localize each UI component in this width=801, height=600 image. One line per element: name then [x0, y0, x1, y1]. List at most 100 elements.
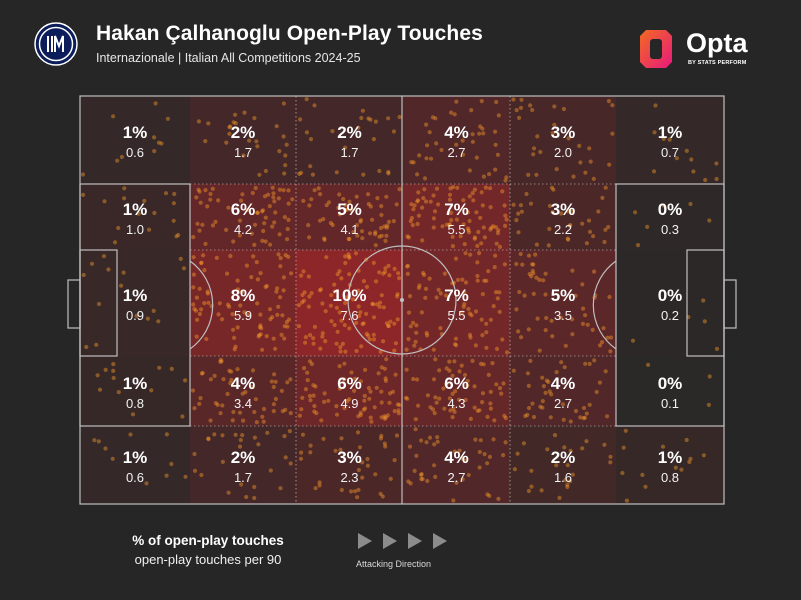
- touch-dot: [573, 293, 578, 298]
- touch-dot: [419, 310, 424, 315]
- touch-dot: [232, 335, 237, 340]
- touch-dot: [607, 294, 612, 300]
- legend: % of open-play touches open-play touches…: [118, 533, 298, 567]
- touch-dot: [661, 203, 666, 208]
- touch-dot: [224, 140, 229, 145]
- touch-dot: [714, 346, 720, 351]
- touch-dot: [200, 370, 205, 376]
- touch-dot: [581, 306, 586, 311]
- touch-dot: [364, 331, 369, 336]
- touch-dot: [373, 230, 378, 235]
- touch-dot: [134, 313, 139, 318]
- touch-dot: [515, 451, 520, 456]
- touch-dot: [587, 402, 592, 407]
- touch-dot: [482, 235, 487, 240]
- touch-dot: [433, 357, 438, 362]
- touch-dot: [343, 254, 348, 259]
- touch-dot: [252, 242, 257, 247]
- touch-dot: [393, 341, 398, 346]
- touch-dot: [516, 329, 521, 334]
- touch-dot: [347, 199, 352, 204]
- cell-pct-label: 1%: [123, 200, 148, 219]
- touch-dot: [480, 400, 485, 405]
- touch-dot: [674, 156, 680, 161]
- cell-p90-label: 2.2: [554, 222, 572, 237]
- touch-dot: [224, 227, 229, 232]
- touch-dot: [281, 134, 286, 139]
- touch-dot: [384, 321, 389, 326]
- touch-dot: [379, 233, 384, 238]
- touch-dot: [275, 286, 280, 291]
- heatmap-cell: [403, 96, 510, 184]
- heatmap-cells: [80, 96, 724, 504]
- touch-dot: [111, 362, 116, 367]
- cell-p90-label: 1.7: [340, 145, 358, 160]
- touch-dot: [610, 103, 615, 108]
- touch-dot: [208, 418, 213, 423]
- touch-dot: [249, 231, 254, 236]
- touch-dot: [454, 343, 459, 348]
- touch-dot: [512, 467, 517, 472]
- touch-dot: [488, 406, 493, 411]
- touch-dot: [442, 271, 447, 276]
- touch-dot: [332, 322, 337, 328]
- touch-dot: [703, 177, 708, 183]
- touch-dot: [428, 199, 433, 204]
- touch-dot: [300, 300, 305, 305]
- touch-dot: [372, 405, 377, 410]
- touch-dot: [570, 209, 575, 214]
- touch-dot: [430, 407, 436, 412]
- touch-dot: [322, 236, 327, 241]
- touch-dot: [558, 315, 563, 320]
- touch-dot: [263, 284, 268, 290]
- cell-pct-label: 3%: [337, 448, 362, 467]
- heatmap-cell: [616, 250, 724, 356]
- touch-dot: [194, 295, 199, 300]
- touch-dot: [204, 336, 209, 342]
- touch-dot: [228, 124, 233, 129]
- touch-dot: [580, 321, 586, 326]
- touch-dot: [487, 454, 492, 459]
- heatmap-cell: [616, 426, 724, 504]
- cell-p90-label: 4.1: [340, 222, 358, 237]
- pitch-lines: [67, 95, 737, 505]
- touch-dot: [405, 264, 410, 269]
- cell-p90-label: 2.0: [554, 145, 572, 160]
- touch-dot: [470, 139, 475, 144]
- touch-dot: [300, 432, 306, 437]
- touch-dot: [320, 331, 325, 336]
- touch-dot: [591, 234, 596, 239]
- touch-dot: [581, 405, 587, 411]
- touch-dot: [518, 251, 523, 257]
- touch-dot: [227, 125, 232, 130]
- touch-dot: [258, 312, 263, 317]
- touch-dot: [407, 444, 413, 449]
- touch-dot: [608, 460, 613, 465]
- touch-dot: [420, 476, 425, 482]
- touch-dot: [476, 229, 481, 235]
- touch-dot: [365, 456, 370, 462]
- touch-dot: [306, 274, 311, 279]
- touch-dot: [409, 215, 414, 221]
- touch-dot: [268, 242, 273, 247]
- touch-dot: [416, 285, 421, 290]
- legend-p90-label: open-play touches per 90: [134, 552, 282, 567]
- touch-dot: [469, 108, 474, 113]
- touch-dot: [559, 211, 564, 216]
- touch-dot: [247, 138, 252, 143]
- touch-dot: [196, 119, 201, 124]
- touch-dot: [565, 463, 570, 468]
- touch-dot: [384, 225, 389, 230]
- touch-dot: [525, 412, 530, 417]
- touch-dot: [300, 395, 305, 400]
- touch-dot: [416, 213, 422, 218]
- heatmap-cell: [616, 184, 724, 250]
- touch-dot: [602, 442, 607, 447]
- touch-dot: [405, 263, 410, 268]
- touch-dot: [531, 291, 536, 296]
- touch-dot: [317, 483, 322, 488]
- touch-dot: [520, 262, 525, 267]
- touch-dot: [495, 296, 500, 301]
- touch-dot: [233, 432, 238, 437]
- touch-dot: [220, 459, 225, 464]
